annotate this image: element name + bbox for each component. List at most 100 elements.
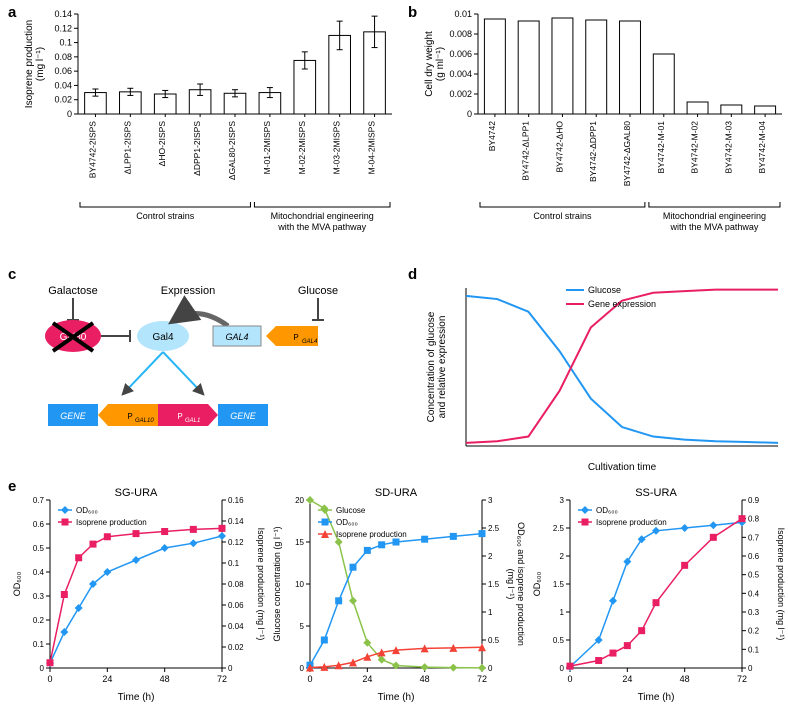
svg-text:BY4742-M-04: BY4742-M-04	[757, 121, 767, 174]
svg-text:Glucose concentration (g l⁻¹): Glucose concentration (g l⁻¹)	[272, 526, 282, 641]
svg-text:0.1: 0.1	[59, 38, 72, 48]
svg-text:and relative expression: and relative expression	[437, 316, 448, 419]
svg-text:ΔDPP1-2ISPS: ΔDPP1-2ISPS	[192, 121, 202, 176]
svg-text:BY4742-ΔLPP1: BY4742-ΔLPP1	[521, 121, 531, 181]
svg-text:Cell dry weight: Cell dry weight	[424, 31, 435, 97]
svg-text:0.5: 0.5	[488, 636, 500, 645]
svg-text:M-02-2MISPS: M-02-2MISPS	[297, 121, 307, 175]
svg-text:Gal4: Gal4	[152, 332, 174, 343]
svg-text:Glucose: Glucose	[588, 285, 621, 295]
svg-text:0: 0	[67, 109, 72, 119]
svg-text:SD-URA: SD-URA	[375, 487, 418, 499]
svg-text:Glucose: Glucose	[336, 506, 366, 515]
svg-text:0.16: 0.16	[228, 496, 244, 505]
svg-text:Isoprene production: Isoprene production	[76, 518, 147, 527]
svg-text:BY4742-ΔGAL80: BY4742-ΔGAL80	[622, 121, 632, 186]
svg-text:0.7: 0.7	[748, 533, 760, 542]
svg-text:Isoprene production (mg l⁻¹): Isoprene production (mg l⁻¹)	[256, 528, 266, 641]
svg-text:GAL1: GAL1	[185, 418, 200, 424]
svg-text:ΔGAL80-2ISPS: ΔGAL80-2ISPS	[227, 121, 237, 180]
svg-text:0.002: 0.002	[449, 89, 472, 99]
svg-text:0.2: 0.2	[33, 616, 45, 625]
svg-text:Expression: Expression	[161, 285, 215, 297]
svg-text:1.5: 1.5	[488, 580, 500, 589]
svg-text:OD₆₀₀: OD₆₀₀	[596, 506, 618, 515]
svg-text:Mitochondrial engineering: Mitochondrial engineering	[271, 211, 374, 221]
svg-text:0: 0	[467, 109, 472, 119]
svg-text:24: 24	[102, 674, 112, 684]
svg-text:72: 72	[477, 674, 487, 684]
svg-text:M-01-2MISPS: M-01-2MISPS	[262, 121, 272, 175]
svg-text:72: 72	[737, 674, 747, 684]
svg-text:Isoprene production: Isoprene production	[596, 518, 667, 527]
svg-text:24: 24	[622, 674, 632, 684]
svg-text:0.04: 0.04	[54, 80, 72, 90]
svg-text:0.1: 0.1	[228, 559, 240, 568]
svg-text:0.14: 0.14	[228, 517, 244, 526]
svg-text:GAL10: GAL10	[135, 418, 154, 424]
svg-text:0: 0	[567, 674, 572, 684]
svg-text:P: P	[293, 333, 298, 342]
chart-a: 00.020.040.060.080.10.120.14Isoprene pro…	[18, 4, 398, 254]
svg-text:0.008: 0.008	[449, 29, 472, 39]
svg-text:0.4: 0.4	[748, 589, 760, 598]
svg-text:0: 0	[300, 664, 305, 673]
svg-text:Control strains: Control strains	[136, 211, 195, 221]
svg-text:OD₆₀₀: OD₆₀₀	[12, 571, 22, 596]
chart-b: 00.0020.0040.0060.0080.01Cell dry weight…	[418, 4, 788, 254]
svg-text:0.2: 0.2	[748, 627, 760, 636]
svg-text:0.1: 0.1	[748, 645, 760, 654]
svg-text:0.7: 0.7	[33, 496, 45, 505]
svg-text:0.3: 0.3	[33, 592, 45, 601]
svg-text:1.5: 1.5	[553, 580, 565, 589]
svg-text:2.5: 2.5	[553, 524, 565, 533]
svg-text:Isoprene production: Isoprene production	[336, 530, 407, 539]
svg-text:0: 0	[560, 664, 565, 673]
svg-text:with the MVA pathway: with the MVA pathway	[669, 222, 758, 232]
chart-e1: SG-URA0244872Time (h)00.10.20.30.40.50.6…	[10, 484, 266, 704]
svg-text:0.01: 0.01	[454, 9, 472, 19]
svg-text:Control strains: Control strains	[533, 211, 592, 221]
svg-text:M-03-2MISPS: M-03-2MISPS	[332, 121, 342, 175]
svg-text:0.06: 0.06	[54, 66, 72, 76]
svg-text:Isoprene production (mg l⁻¹): Isoprene production (mg l⁻¹)	[776, 528, 786, 641]
svg-text:0.02: 0.02	[54, 95, 72, 105]
svg-text:3: 3	[560, 496, 565, 505]
svg-text:2: 2	[488, 552, 493, 561]
panel-b-label: b	[408, 4, 417, 21]
svg-text:(g ml⁻¹): (g ml⁻¹)	[435, 47, 446, 81]
svg-text:0: 0	[307, 674, 312, 684]
svg-text:48: 48	[160, 674, 170, 684]
svg-text:OD₆₀₀: OD₆₀₀	[336, 518, 358, 527]
svg-text:0.5: 0.5	[748, 571, 760, 580]
svg-text:0.5: 0.5	[553, 636, 565, 645]
svg-text:48: 48	[680, 674, 690, 684]
svg-text:BY4742-M-02: BY4742-M-02	[690, 121, 700, 174]
svg-text:P: P	[177, 412, 182, 421]
svg-text:0: 0	[488, 664, 493, 673]
svg-text:48: 48	[420, 674, 430, 684]
svg-text:GENE: GENE	[230, 411, 257, 421]
svg-text:1: 1	[488, 608, 493, 617]
svg-text:Galactose: Galactose	[48, 285, 98, 297]
svg-text:ΔLPP1-2ISPS: ΔLPP1-2ISPS	[122, 121, 132, 175]
svg-text:0.12: 0.12	[54, 23, 72, 33]
svg-text:OD₆₀₀ and isoprene production: OD₆₀₀ and isoprene production	[516, 522, 526, 646]
svg-text:GENE: GENE	[60, 411, 87, 421]
svg-text:1: 1	[560, 608, 565, 617]
svg-text:SS-URA: SS-URA	[635, 487, 677, 499]
svg-text:0.8: 0.8	[748, 515, 760, 524]
svg-text:0.6: 0.6	[748, 552, 760, 561]
svg-text:(mg l⁻¹): (mg l⁻¹)	[35, 47, 46, 81]
svg-text:OD₆₀₀: OD₆₀₀	[76, 506, 98, 515]
svg-text:0.4: 0.4	[33, 568, 45, 577]
svg-text:Cultivation time: Cultivation time	[588, 462, 657, 473]
svg-text:20: 20	[295, 496, 304, 505]
svg-text:0.5: 0.5	[33, 544, 45, 553]
svg-text:0: 0	[47, 674, 52, 684]
svg-text:P: P	[127, 412, 132, 421]
svg-text:GAL4: GAL4	[225, 332, 248, 342]
svg-text:0.06: 0.06	[228, 601, 244, 610]
svg-text:Gene expression: Gene expression	[588, 299, 656, 309]
panel-a-label: a	[8, 4, 16, 21]
